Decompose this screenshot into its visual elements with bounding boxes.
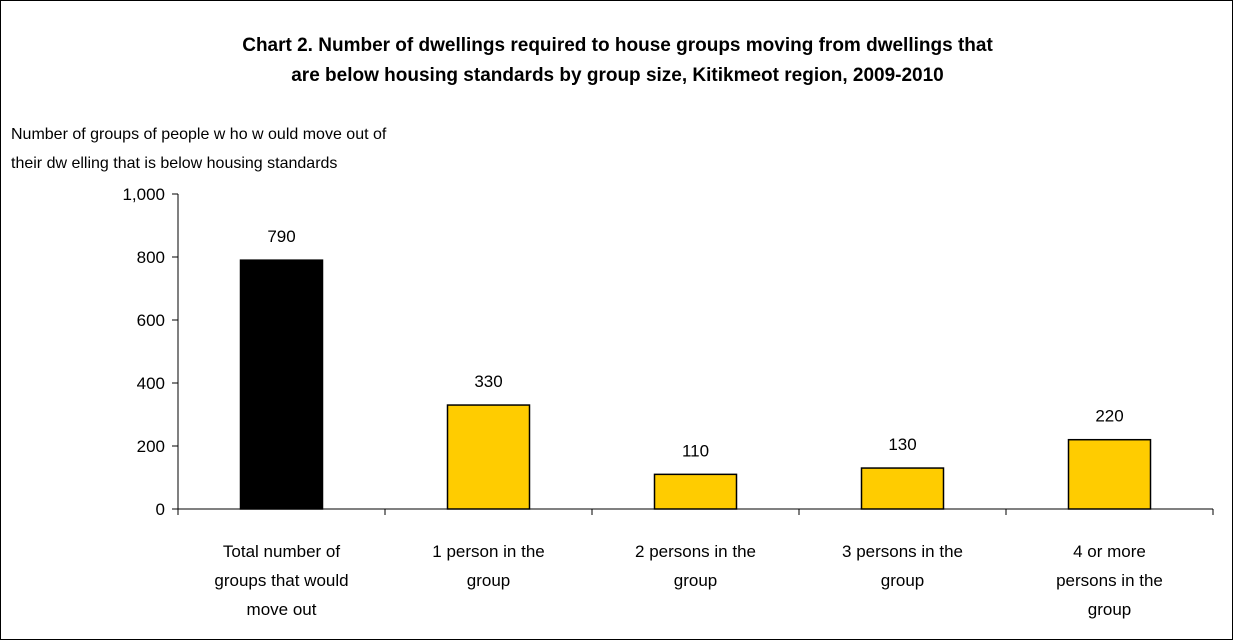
x-tick-label: Total number of	[223, 542, 340, 561]
x-tick-label: persons in the	[1056, 571, 1163, 590]
y-tick-label: 600	[137, 311, 165, 330]
y-axis-title-line-2: their dw elling that is below housing st…	[11, 155, 338, 172]
x-tick-label: group	[1088, 600, 1131, 619]
y-axis-title: Number of groups of people w ho w ould m…	[11, 120, 386, 178]
data-label: 130	[888, 435, 916, 454]
data-label: 110	[682, 441, 709, 460]
bar	[860, 467, 945, 510]
data-label: 790	[267, 227, 295, 246]
data-label: 330	[474, 372, 502, 391]
x-tick-label: move out	[247, 600, 317, 619]
y-tick-label: 200	[137, 437, 165, 456]
bar	[446, 404, 531, 510]
x-tick-label: group	[467, 571, 510, 590]
x-tick-label: 4 or more	[1073, 542, 1146, 561]
x-tick-label: groups that would	[214, 571, 348, 590]
chart-title-line-1: Chart 2. Number of dwellings required to…	[242, 35, 993, 56]
x-tick-label: 3 persons in the	[842, 542, 963, 561]
x-tick-label: 1 person in the	[432, 542, 544, 561]
y-axis-title-line-1: Number of groups of people w ho w ould m…	[11, 126, 387, 143]
data-label: 220	[1095, 407, 1123, 426]
chart-title: Chart 2. Number of dwellings required to…	[1, 31, 1234, 91]
x-tick-label: group	[881, 571, 924, 590]
y-tick-label: 1,000	[122, 185, 165, 204]
y-tick-label: 800	[137, 248, 165, 267]
y-tick-label: 0	[156, 500, 165, 519]
x-tick-label: group	[674, 571, 717, 590]
chart-title-line-2: are below housing standards by group siz…	[291, 65, 944, 86]
bar	[1067, 438, 1152, 510]
bar	[653, 473, 738, 510]
y-tick-label: 400	[137, 374, 165, 393]
x-tick-label: 2 persons in the	[635, 542, 756, 561]
bar	[239, 259, 324, 510]
